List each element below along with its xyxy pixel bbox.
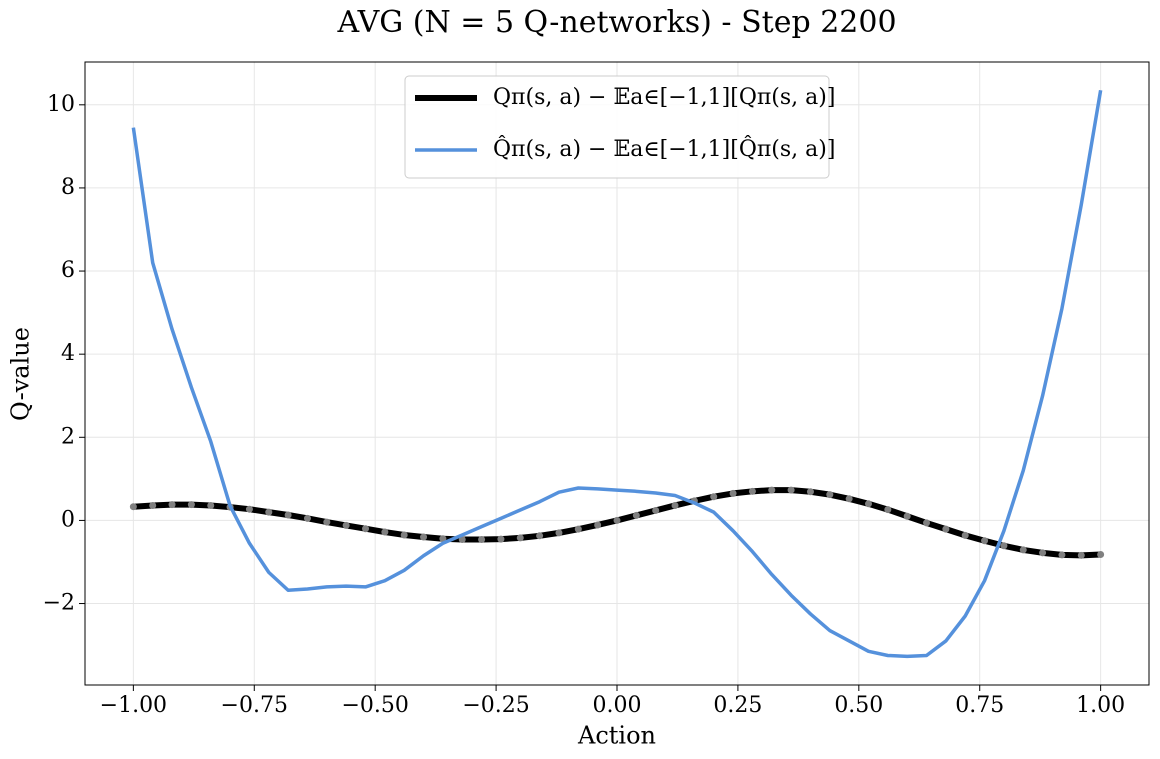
y-tick-label: 0	[61, 507, 75, 532]
x-tick-label: 0.00	[593, 693, 642, 718]
x-tick-label: −0.75	[221, 693, 288, 718]
y-tick-label: 4	[61, 341, 75, 366]
data-point	[555, 529, 563, 537]
data-point	[884, 506, 892, 514]
data-point	[748, 487, 756, 495]
data-point	[342, 521, 350, 529]
data-point	[149, 501, 157, 509]
data-point	[652, 506, 660, 514]
data-point	[981, 537, 989, 545]
y-tick-label: 6	[61, 258, 75, 283]
data-point	[439, 535, 447, 543]
data-point	[961, 531, 969, 539]
y-tick-label: −2	[43, 591, 75, 616]
legend-label: Q̂π(s, a) − 𝔼a∈[−1,1][Q̂π(s, a)]	[493, 136, 835, 162]
x-tick-label: −0.25	[462, 693, 529, 718]
data-point	[458, 536, 466, 544]
y-tick-label: 2	[61, 424, 75, 449]
data-point	[381, 528, 389, 536]
x-tick-label: 1.00	[1076, 693, 1125, 718]
data-point	[1000, 542, 1008, 550]
data-point	[845, 495, 853, 503]
data-point	[245, 505, 253, 513]
data-point	[1097, 550, 1105, 558]
data-point	[826, 491, 834, 499]
data-point	[942, 525, 950, 533]
data-point	[1077, 551, 1085, 559]
y-tick-label: 8	[61, 175, 75, 200]
data-point	[265, 508, 273, 516]
data-point	[362, 525, 370, 533]
data-point	[1019, 546, 1027, 554]
data-point	[787, 486, 795, 494]
data-point	[1039, 549, 1047, 557]
data-point	[1058, 551, 1066, 559]
data-point	[864, 500, 872, 508]
data-point	[420, 533, 428, 541]
x-tick-label: −1.00	[100, 693, 167, 718]
data-point	[207, 501, 215, 509]
data-point	[632, 511, 640, 519]
data-point	[478, 536, 486, 544]
data-point	[613, 516, 621, 524]
plot-frame	[84, 61, 1150, 686]
data-point	[768, 486, 776, 494]
y-tick-label: 10	[47, 92, 75, 117]
data-point	[168, 501, 176, 509]
data-point	[903, 512, 911, 520]
data-line	[131, 89, 1103, 659]
x-tick-label: 0.75	[955, 693, 1004, 718]
data-point	[323, 518, 331, 526]
x-axis-label: Action	[577, 722, 656, 750]
data-point	[923, 519, 931, 527]
data-point	[574, 525, 582, 533]
legend-label: Qπ(s, a) − 𝔼a∈[−1,1][Qπ(s, a)]	[493, 85, 835, 110]
data-point	[497, 535, 505, 543]
data-point	[806, 488, 814, 496]
data-point	[516, 534, 524, 542]
data-point	[303, 514, 311, 522]
data-point	[710, 493, 718, 501]
x-tick-label: 0.50	[834, 693, 883, 718]
legend-box	[404, 75, 830, 179]
data-point	[671, 501, 679, 509]
chart-title: AVG (N = 5 Q-networks) - Step 2200	[336, 5, 896, 40]
data-point	[594, 521, 602, 529]
y-axis-label: Q-value	[7, 327, 35, 421]
data-point	[187, 501, 195, 509]
data-point	[400, 531, 408, 539]
data-point	[536, 532, 544, 540]
x-tick-label: −0.50	[341, 693, 408, 718]
data-point	[129, 503, 137, 511]
x-tick-label: 0.25	[713, 693, 762, 718]
data-point	[729, 489, 737, 497]
data-point	[284, 511, 292, 519]
